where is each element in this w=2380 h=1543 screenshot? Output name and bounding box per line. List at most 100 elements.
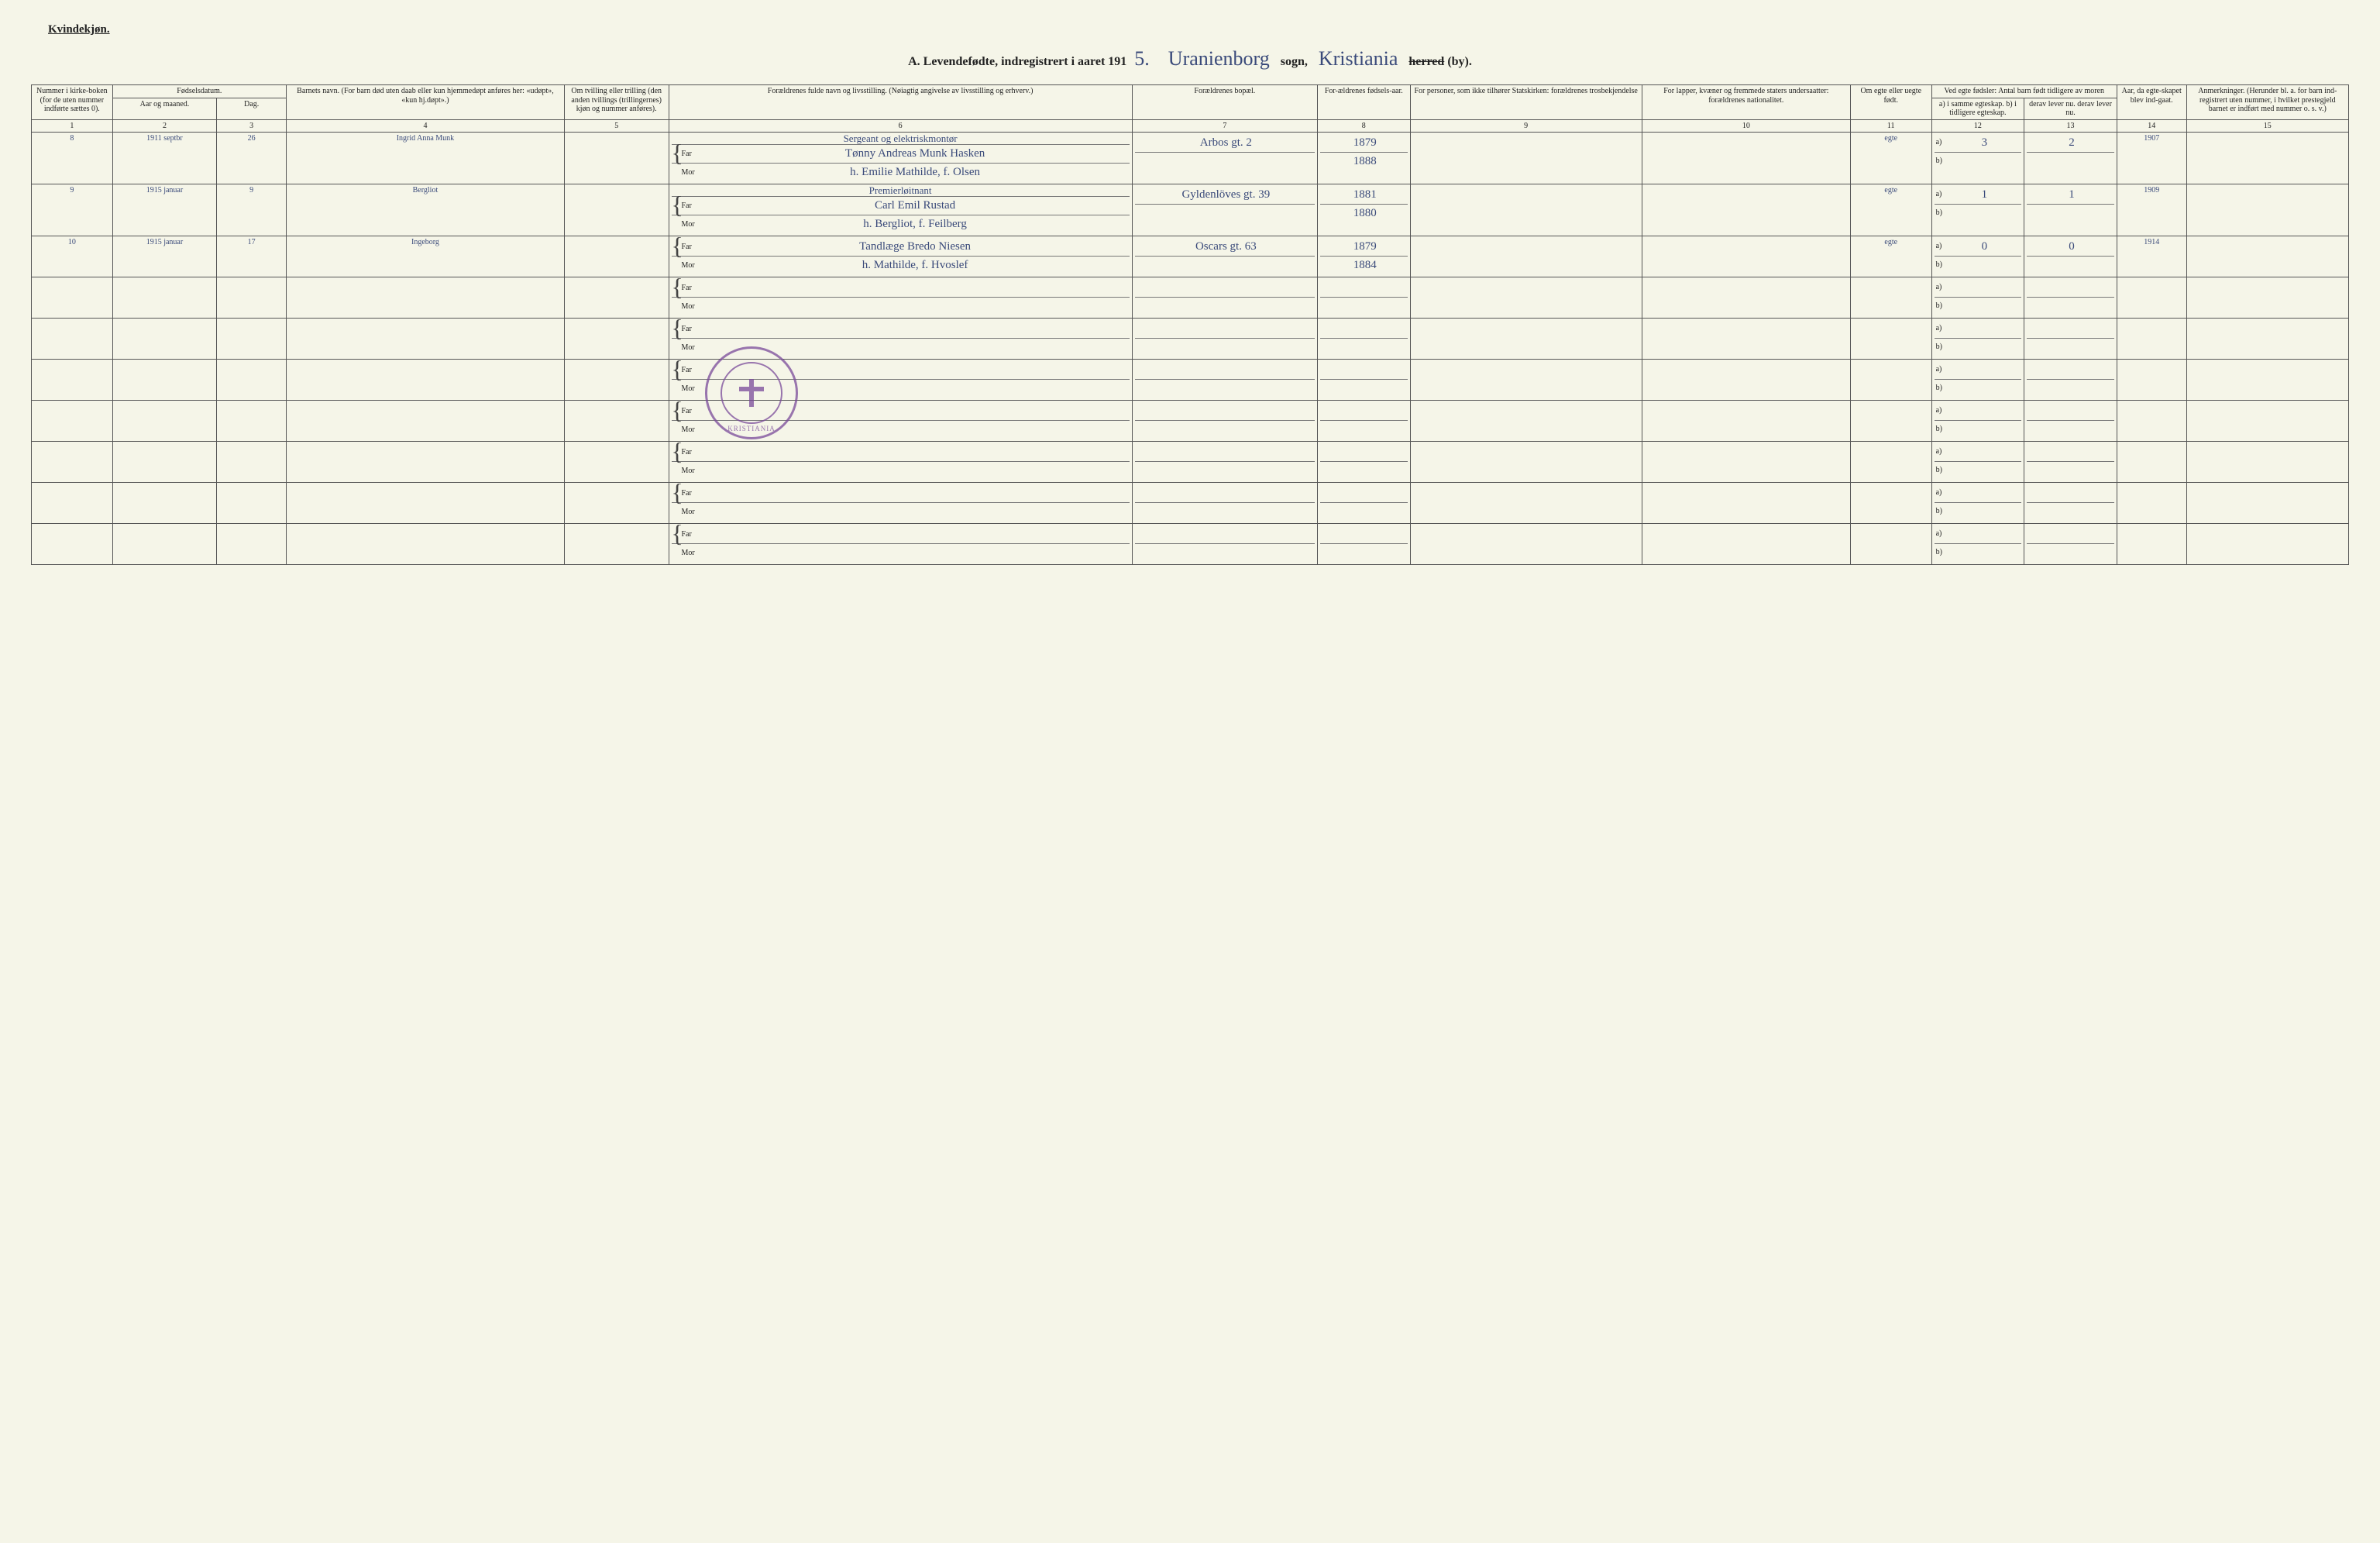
year-suffix: 5.: [1126, 47, 1157, 70]
derav-bot: [2027, 153, 2114, 171]
far-line: {FarTandlæge Bredo Niesen: [672, 238, 1130, 257]
birth-year: [1317, 277, 1410, 318]
tros: [1410, 318, 1642, 359]
derav-top: [2027, 443, 2114, 462]
mor-line: {Morh. Mathilde, f. Hvoslef: [672, 257, 1130, 275]
table-row: {Far{Mora)b): [32, 277, 2349, 318]
col-header: Forældrenes bopæl.: [1132, 85, 1317, 120]
column-number: 13: [2024, 119, 2117, 132]
bopel: [1132, 400, 1317, 441]
derav: [2024, 277, 2117, 318]
child-name: Ingeborg: [286, 236, 564, 277]
bopel-top: [1135, 361, 1315, 380]
sogn-cursive: Uranienborg: [1161, 47, 1278, 70]
tros: [1410, 277, 1642, 318]
parents-cell: {Far{Mor: [669, 441, 1132, 482]
twin: [564, 523, 669, 564]
year-month: 1915 januar: [112, 236, 217, 277]
far-label: Far: [679, 325, 701, 333]
twin: [564, 359, 669, 400]
far-label: Far: [679, 407, 701, 415]
child-name: Bergliot: [286, 184, 564, 236]
derav-bot: [2027, 380, 2114, 398]
far-line: {FarTønny Andreas Munk Hasken: [672, 145, 1130, 164]
title-prefix: Levendefødte, indregistrert i aaret 191: [923, 55, 1127, 68]
column-number: 4: [286, 119, 564, 132]
row-number: [32, 523, 113, 564]
birth-year-bot: [1320, 421, 1408, 439]
bopel-bot: [1135, 298, 1315, 316]
derav-bot: [2027, 544, 2114, 563]
birth-year: [1317, 441, 1410, 482]
birth-year-bot: 1888: [1320, 153, 1408, 171]
prior-children: a)b): [1931, 318, 2024, 359]
egte: [1850, 318, 1931, 359]
twin: [564, 132, 669, 184]
twin: [564, 482, 669, 523]
bopel: [1132, 318, 1317, 359]
remarks: [2186, 318, 2348, 359]
egte: [1850, 400, 1931, 441]
tros: [1410, 400, 1642, 441]
year-month: [112, 277, 217, 318]
twin: [564, 318, 669, 359]
nationality: [1642, 359, 1850, 400]
egte: egte: [1850, 132, 1931, 184]
bopel-top: [1135, 402, 1315, 421]
remarks: [2186, 400, 2348, 441]
column-number: 14: [2117, 119, 2186, 132]
mor-line: {Mor: [672, 421, 1130, 439]
bopel: Gyldenlöves gt. 39: [1132, 184, 1317, 236]
row-number: [32, 318, 113, 359]
nationality: [1642, 277, 1850, 318]
derav: [2024, 318, 2117, 359]
column-number: 10: [1642, 119, 1850, 132]
nationality: [1642, 184, 1850, 236]
far-value: Carl Emil Rustad: [701, 199, 1130, 212]
derav-top: [2027, 279, 2114, 298]
nationality: [1642, 441, 1850, 482]
marriage-year: [2117, 523, 2186, 564]
birth-year: [1317, 482, 1410, 523]
far-line: {FarCarl Emil Rustad: [672, 197, 1130, 215]
bopel: Arbos gt. 2: [1132, 132, 1317, 184]
column-number: 5: [564, 119, 669, 132]
tros: [1410, 523, 1642, 564]
mor-value: h. Bergliot, f. Feilberg: [701, 218, 1130, 231]
birth-year-bot: 1884: [1320, 257, 1408, 275]
far-label: Far: [679, 366, 701, 374]
birth-year-top: 1879: [1320, 134, 1408, 153]
col-header: Om tvilling eller trilling (den anden tv…: [564, 85, 669, 120]
bopel-bot: [1135, 153, 1315, 171]
bopel-bot: [1135, 380, 1315, 398]
marriage-year: [2117, 359, 2186, 400]
col-header: Nummer i kirke-boken (for de uten nummer…: [32, 85, 113, 120]
day: [217, 318, 287, 359]
egte: [1850, 359, 1931, 400]
birth-year: [1317, 400, 1410, 441]
bopel: [1132, 482, 1317, 523]
table-row: {Far{Mora)b): [32, 400, 2349, 441]
birth-year-top: [1320, 484, 1408, 503]
parents-cell: {Far{Mor: [669, 359, 1132, 400]
row-number: [32, 359, 113, 400]
mor-line: {Mor: [672, 380, 1130, 398]
remarks: [2186, 482, 2348, 523]
derav-top: 2: [2027, 134, 2114, 153]
derav-top: [2027, 361, 2114, 380]
marriage-year: [2117, 318, 2186, 359]
title-line: A. Levendefødte, indregistrert i aaret 1…: [31, 47, 2349, 71]
bopel-top: [1135, 484, 1315, 503]
far-line: {Far: [672, 443, 1130, 462]
mor-line: {Mor: [672, 544, 1130, 563]
mor-label: Mor: [679, 508, 701, 516]
remarks: [2186, 236, 2348, 277]
child-name: [286, 523, 564, 564]
birth-year-bot: [1320, 462, 1408, 480]
bopel: [1132, 523, 1317, 564]
twin: [564, 277, 669, 318]
mor-label: Mor: [679, 549, 701, 557]
derav: [2024, 359, 2117, 400]
marriage-year: 1909: [2117, 184, 2186, 236]
child-name: [286, 441, 564, 482]
